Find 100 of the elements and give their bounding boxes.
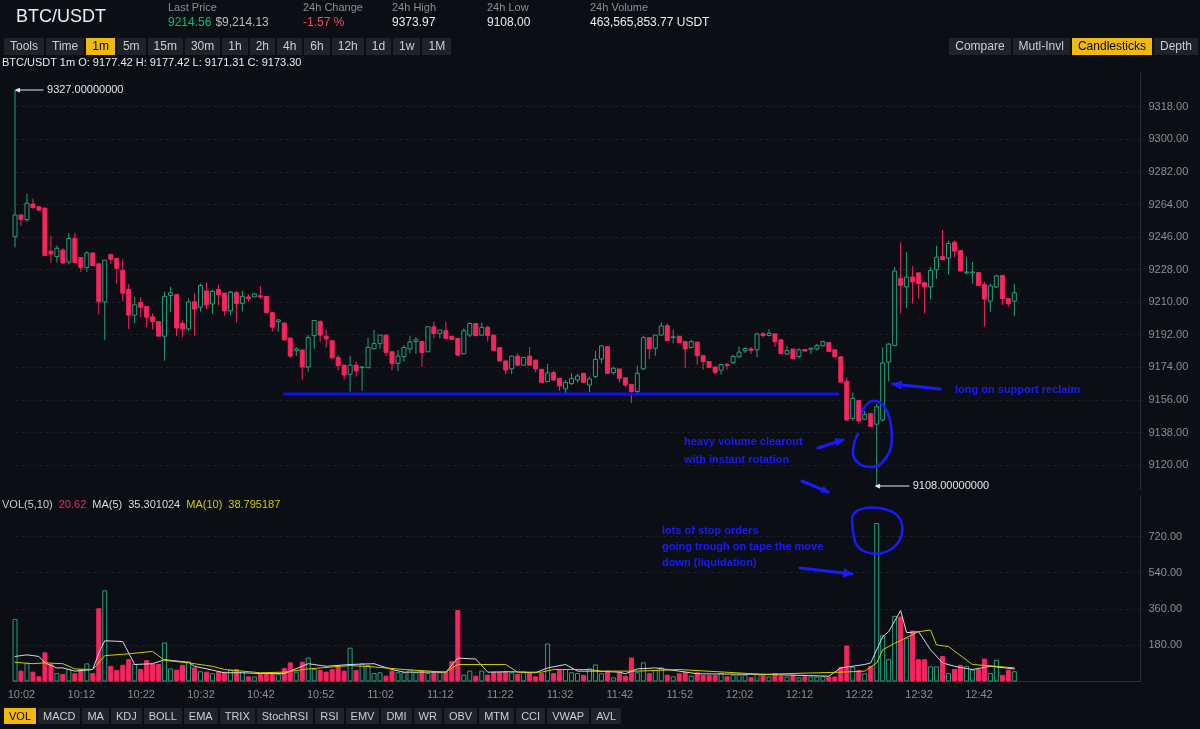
y-tick-label: 9210.00 — [1148, 295, 1189, 308]
text: 9214.56 — [168, 15, 212, 29]
candlestick — [431, 321, 437, 339]
x-tick-label: 10:02 — [7, 687, 36, 700]
bar — [251, 676, 257, 682]
candlestick — [898, 241, 904, 314]
text: RSI — [315, 708, 344, 724]
bar — [347, 647, 353, 682]
text: Depth — [1153, 38, 1198, 55]
bar — [12, 619, 18, 682]
text: Candlesticks — [1071, 38, 1152, 55]
text: MA(10) — [186, 498, 223, 510]
bar — [192, 667, 198, 682]
candlestick — [317, 319, 323, 343]
candlestick — [646, 337, 652, 360]
x-tick-label: 12:32 — [905, 687, 933, 700]
text: 1w — [393, 38, 421, 55]
x-tick-label: 12:42 — [965, 687, 993, 700]
text: 9373.97 — [392, 15, 436, 29]
text: 5m — [116, 38, 146, 55]
text: 463,565,853.77 USDT — [590, 15, 710, 29]
chart-title: BTC/USDT 1m O: 9177.42 H: 9177.42 L: 9171.31 C: 9173.30 — [2, 56, 302, 68]
candlestick — [203, 282, 209, 310]
y-tick-label: 9120.00 — [1148, 458, 1189, 471]
candlestick — [12, 89, 18, 249]
bar — [940, 655, 946, 682]
bar — [209, 673, 215, 682]
bar — [850, 666, 856, 682]
text: 30m — [184, 38, 221, 55]
y-tick-label: 9246.00 — [1148, 230, 1189, 243]
annotation: long on support reclaim — [955, 382, 1081, 397]
bar — [437, 672, 443, 682]
annotation: 35.301024 — [128, 498, 181, 510]
candlestick — [437, 329, 443, 339]
x-tick-label: 10:52 — [306, 687, 335, 700]
candlestick — [239, 290, 245, 312]
annotation: 9327.00000000 — [47, 83, 124, 96]
candlestick — [748, 346, 754, 355]
x-tick-label: 12:12 — [785, 687, 814, 700]
text: 9108.00 — [487, 15, 531, 29]
candlestick — [209, 289, 215, 314]
text: 24h Volume — [590, 1, 649, 13]
candlestick — [227, 290, 233, 316]
text: CCI — [516, 708, 546, 724]
text: WR — [413, 708, 442, 724]
text: MA(5) — [92, 498, 123, 510]
bar — [862, 673, 868, 682]
bar — [748, 677, 754, 682]
bar — [353, 670, 359, 682]
x-tick-label: 12:22 — [845, 687, 874, 700]
y-tick-label: 9174.00 — [1148, 360, 1189, 373]
bar — [724, 676, 730, 682]
candlestick — [168, 286, 174, 313]
candlestick — [66, 232, 72, 266]
text: VOL — [4, 708, 37, 724]
text: TRIX — [219, 708, 255, 724]
text: 15m — [147, 38, 183, 55]
text: KDJ — [110, 708, 142, 724]
bar — [245, 676, 251, 682]
text: 12h — [331, 38, 364, 55]
x-tick-label: 11:12 — [427, 687, 454, 700]
text: 4h — [277, 38, 303, 55]
bar — [102, 590, 108, 682]
bar — [24, 663, 30, 682]
text: BOLL — [143, 708, 182, 724]
y-tick-label: 9228.00 — [1148, 262, 1189, 275]
x-tick-label: 11:32 — [546, 687, 574, 700]
annotation: 9108.00000000 — [912, 479, 990, 492]
bar — [18, 670, 24, 682]
annotation: lots of stop orders going trough on tape the move down (liquidation) — [662, 523, 824, 570]
candlestick — [347, 355, 353, 393]
text: Compare — [949, 38, 1011, 55]
bar — [784, 676, 790, 682]
y-tick-label: 9156.00 — [1148, 393, 1189, 406]
candlestick — [198, 283, 203, 313]
text: EMA — [183, 708, 218, 724]
candlestick — [928, 266, 934, 300]
text: VWAP — [547, 708, 590, 724]
x-tick-label: 11:52 — [666, 687, 694, 700]
y-tick-label: 180.00 — [1148, 638, 1183, 651]
bar — [898, 616, 904, 682]
x-tick-label: 10:22 — [127, 687, 155, 700]
bar — [646, 673, 652, 682]
text: Time — [46, 38, 85, 55]
chart-title: VOL(5,10) — [2, 498, 53, 510]
text: EMV — [345, 708, 380, 724]
candlestick — [353, 361, 359, 378]
x-tick-label: 11:22 — [486, 687, 514, 700]
bar — [186, 661, 192, 682]
text: Mutl-Invl — [1012, 38, 1070, 55]
text: MACD — [38, 708, 81, 724]
annotation: 38.795187 — [228, 498, 281, 510]
bar — [66, 669, 72, 682]
bar — [802, 676, 808, 682]
bar — [473, 675, 479, 682]
text: 1d — [365, 38, 392, 55]
bar — [796, 677, 802, 682]
text: 1m — [86, 38, 115, 55]
candlestick — [742, 346, 748, 354]
annotation: 20.62 — [58, 498, 87, 510]
